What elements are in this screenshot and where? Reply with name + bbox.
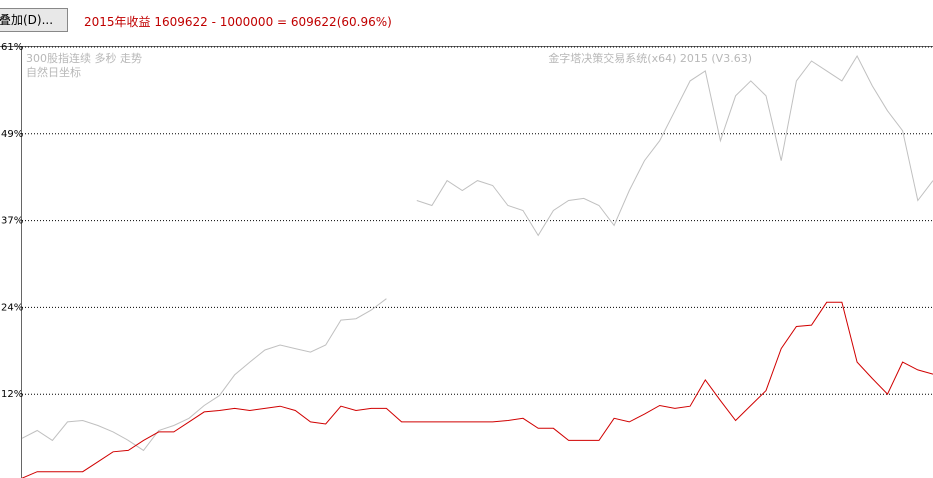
annotation: 300股指连续 多秒 走势 [26,51,142,65]
annotation: 自然日坐标 [26,65,81,79]
y-tick-label: 49% [1,129,23,140]
y-tick-label: 12% [1,389,23,400]
y-tick-label: 37% [1,216,23,227]
annotation: 金字塔决策交易系统(x64) 2015 (V3.63) [548,51,752,65]
y-tick-label: 61% [1,42,23,53]
series-line [21,301,933,478]
series-line [21,54,933,452]
chart-title: 2015年收益 1609622 - 1000000 = 609622(60.96… [84,15,392,29]
toolbar: 叠加(D)... 2015年收益 1609622 - 1000000 = 609… [0,0,933,46]
overlay-button[interactable]: 叠加(D)... [0,8,68,32]
y-tick-label: 24% [1,302,23,313]
